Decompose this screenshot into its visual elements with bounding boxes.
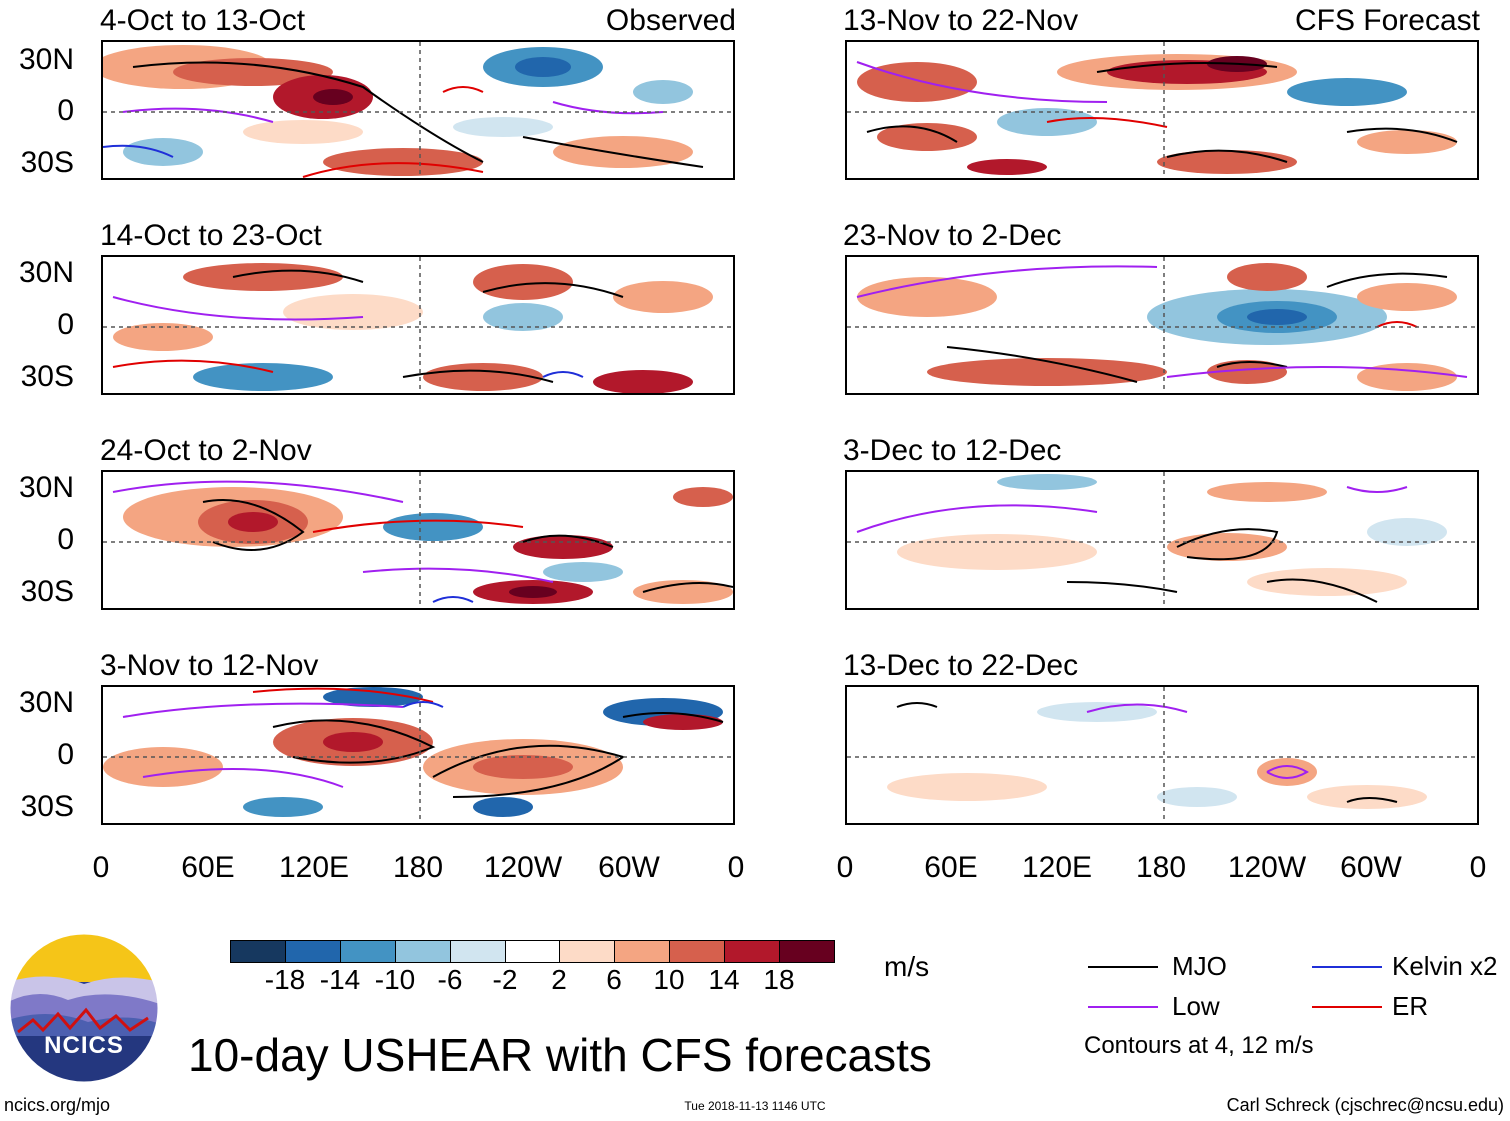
lat-label-30s: 30S: [20, 146, 74, 179]
shear-field: [103, 472, 733, 608]
lat-label-30n: 30N: [18, 43, 74, 76]
panel-title: 3-Nov to 12-Nov: [100, 649, 319, 682]
lon-label: 120W: [483, 851, 563, 884]
lon-label: 0: [1469, 851, 1487, 884]
shear-field: [103, 257, 733, 393]
legend-line-kelvin: [1312, 966, 1382, 968]
colorbar-tick-label: -14: [319, 964, 361, 995]
legend-label-er: ER: [1392, 991, 1429, 1021]
legend-label-low: Low: [1172, 991, 1220, 1021]
colorbar-tick-label: 18: [763, 964, 795, 995]
shear-field: [847, 42, 1477, 178]
lat-label-30s: 30S: [20, 360, 74, 393]
shear-field: [103, 687, 733, 823]
colorbar-tick-label: -6: [437, 964, 463, 995]
shear-field: [847, 472, 1477, 608]
colorbar-swatch: [284, 941, 340, 962]
panel-title: 13-Dec to 22-Dec: [843, 649, 1079, 682]
lat-label-0: 0: [57, 308, 74, 341]
legend-label-mjo: MJO: [1172, 951, 1227, 981]
map-panel-obs-4: [101, 685, 735, 825]
shear-field: [103, 42, 733, 178]
lat-label-0: 0: [57, 738, 74, 771]
lat-label-30s: 30S: [20, 790, 74, 823]
panel-title: 23-Nov to 2-Dec: [843, 219, 1062, 252]
lon-label: 180: [1135, 851, 1187, 884]
lon-label: 60E: [181, 851, 235, 884]
lon-label: 120W: [1227, 851, 1307, 884]
lat-label-30s: 30S: [20, 575, 74, 608]
shear-field: [847, 687, 1477, 823]
lon-label: 60W: [598, 851, 660, 884]
shear-field: [847, 257, 1477, 393]
colorbar-swatch: [504, 941, 560, 962]
panel-title: 3-Dec to 12-Dec: [843, 434, 1062, 467]
lat-label-0: 0: [57, 94, 74, 127]
colorbar-swatch: [449, 941, 505, 962]
legend-line-er: [1312, 1006, 1382, 1008]
map-panel-fcst-1: [845, 40, 1479, 180]
colorbar-unit: m/s: [884, 951, 930, 982]
colorbar-swatch: [614, 941, 670, 962]
legend-label-kelvin: Kelvin x2: [1392, 951, 1498, 981]
lat-label-30n: 30N: [18, 686, 74, 719]
panel-title: 4-Oct to 13-Oct: [100, 4, 306, 37]
lon-label: 0: [92, 851, 110, 884]
map-panel-obs-3: [101, 470, 735, 610]
panel-title: 24-Oct to 2-Nov: [100, 434, 312, 467]
colorbar-swatch: [724, 941, 780, 962]
colorbar-swatch: [559, 941, 615, 962]
footer-url[interactable]: ncics.org/mjo: [4, 1095, 111, 1115]
map-panel-fcst-4: [845, 685, 1479, 825]
legend-line-low: [1088, 1006, 1158, 1008]
colorbar-tick-label: 6: [606, 964, 622, 995]
colorbar-tick-label: -18: [264, 964, 306, 995]
lat-label-30n: 30N: [18, 256, 74, 289]
colorbar-tick-label: 14: [708, 964, 740, 995]
lon-label: 180: [392, 851, 444, 884]
lon-label: 0: [727, 851, 745, 884]
lon-label: 60E: [924, 851, 978, 884]
panel-title: 13-Nov to 22-Nov: [843, 4, 1079, 37]
legend-line-mjo: [1088, 966, 1158, 968]
footer-credit: Carl Schreck (cjschrec@ncsu.edu): [1226, 1095, 1504, 1115]
colorbar-swatch: [669, 941, 725, 962]
ncics-logo-graphic: [9, 933, 159, 1083]
ncics-logo: NCICS: [8, 932, 160, 1084]
map-panel-obs-1: [101, 40, 735, 180]
lon-label: 120E: [1021, 851, 1093, 884]
cfs-forecast-label: CFS Forecast: [1294, 4, 1480, 37]
lon-label: 0: [836, 851, 854, 884]
map-panel-fcst-3: [845, 470, 1479, 610]
colorbar-swatch: [394, 941, 450, 962]
map-panel-obs-2: [101, 255, 735, 395]
contours-note: Contours at 4, 12 m/s: [1084, 1032, 1314, 1059]
lon-label: 120E: [278, 851, 350, 884]
lat-label-0: 0: [57, 523, 74, 556]
colorbar-tick-label: 10: [653, 964, 685, 995]
colorbar-swatch: [231, 941, 285, 962]
colorbar-swatch: [339, 941, 395, 962]
footer-timestamp: Tue 2018-11-13 1146 UTC: [684, 1099, 826, 1113]
observed-label: Observed: [605, 4, 736, 37]
lat-label-30n: 30N: [18, 471, 74, 504]
colorbar-tick-label: -10: [374, 964, 416, 995]
colorbar-swatch: [779, 941, 834, 962]
panel-title: 14-Oct to 23-Oct: [100, 219, 322, 252]
map-panel-fcst-2: [845, 255, 1479, 395]
logo-text: NCICS: [44, 1032, 124, 1059]
main-title: 10-day USHEAR with CFS forecasts: [188, 1029, 932, 1081]
colorbar-tick-label: 2: [551, 964, 567, 995]
lon-label: 60W: [1340, 851, 1402, 884]
colorbar-tick-label: -2: [492, 964, 518, 995]
colorbar: [230, 940, 835, 963]
